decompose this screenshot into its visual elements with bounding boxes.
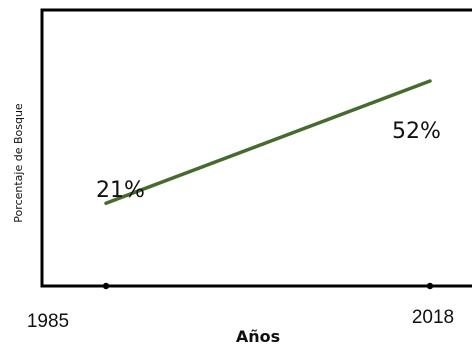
series-line [104,79,432,205]
data-label: 21% [96,178,145,203]
x-tick-mark [426,282,434,290]
x-tick-mark [102,282,110,290]
data-label: 52% [392,119,441,144]
chart-marks: 21% 52% 1985 2018 [27,79,454,332]
y-axis-label: Porcentaje de Bosque [12,103,25,223]
x-axis-label: Años [236,327,280,346]
x-tick-label: 1985 [27,311,69,332]
x-tick-label: 2018 [412,307,454,328]
